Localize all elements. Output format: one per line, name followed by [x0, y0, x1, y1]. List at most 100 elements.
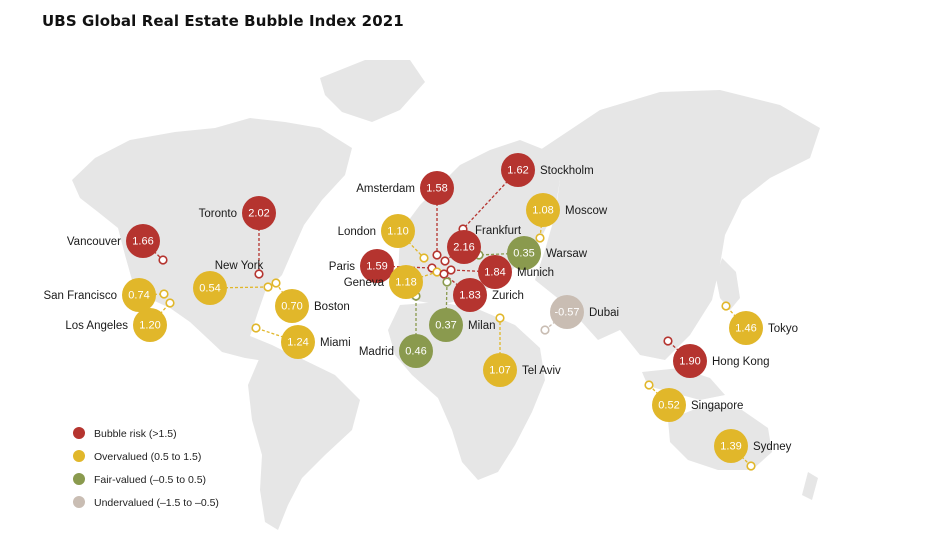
location-marker-tokyo — [721, 301, 731, 311]
location-marker-munich — [446, 265, 456, 275]
bubble-circle — [714, 429, 748, 463]
city-bubble-boston[interactable]: 0.70 Boston — [275, 289, 350, 323]
bubble-value: 1.59 — [366, 261, 387, 273]
legend-item-overvalued: Overvalued (0.5 to 1.5) — [73, 450, 201, 463]
city-markers: 1.66 Vancouver 2.02 Toronto 0.54 New York 0.70… — [43, 153, 798, 471]
location-marker-vancouver — [158, 255, 168, 265]
bubble-circle — [507, 236, 541, 270]
city-label-los-angeles: Los Angeles — [65, 320, 128, 332]
city-bubble-moscow[interactable]: 1.08 Moscow — [526, 193, 608, 227]
bubble-value: 0.52 — [658, 400, 679, 412]
bubble-circle — [483, 353, 517, 387]
city-bubble-miami[interactable]: 1.24 Miami — [281, 325, 351, 359]
city-bubble-vancouver[interactable]: 1.66 Vancouver — [67, 224, 160, 258]
bubble-circle — [399, 334, 433, 368]
city-bubble-stockholm[interactable]: 1.62 Stockholm — [501, 153, 594, 187]
city-bubble-milan[interactable]: 0.37 Milan — [429, 308, 495, 342]
city-label-sydney: Sydney — [753, 441, 792, 453]
bubble-value: 1.10 — [387, 226, 408, 238]
location-marker-zurich — [439, 269, 449, 279]
city-bubble-geneva[interactable]: 1.18 Geneva — [344, 265, 423, 299]
city-label-tel-aviv: Tel Aviv — [522, 365, 561, 377]
legend-swatch — [73, 427, 85, 439]
city-label-boston: Boston — [314, 301, 350, 313]
city-label-geneva: Geneva — [344, 277, 385, 289]
bubble-value: 1.62 — [507, 165, 528, 177]
bubble-value: 0.46 — [405, 346, 426, 358]
location-marker-toronto — [254, 269, 264, 279]
city-label-san-francisco: San Francisco — [43, 290, 117, 302]
city-bubble-new-york[interactable]: 0.54 New York — [193, 260, 264, 305]
location-marker-hong-kong — [663, 336, 673, 346]
bubble-value: 1.84 — [484, 267, 505, 279]
bubble-value: 0.54 — [199, 283, 220, 295]
bubble-value: 1.90 — [679, 356, 700, 368]
city-label-toronto: Toronto — [199, 208, 237, 220]
japan-shape — [716, 258, 740, 310]
bubble-value: 1.58 — [426, 183, 447, 195]
asia-shape — [535, 90, 820, 360]
bubble-circle — [550, 295, 584, 329]
bubble-value: 1.07 — [489, 365, 510, 377]
city-label-vancouver: Vancouver — [67, 236, 121, 248]
city-bubble-warsaw[interactable]: 0.35 Warsaw — [507, 236, 588, 270]
bubble-value: 1.08 — [532, 205, 553, 217]
bubble-circle — [122, 278, 156, 312]
city-label-milan: Milan — [468, 320, 495, 332]
bubble-value: 1.18 — [395, 277, 416, 289]
location-marker-milan — [442, 277, 452, 287]
city-bubble-los-angeles[interactable]: 1.20 Los Angeles — [65, 308, 167, 342]
city-bubble-toronto[interactable]: 2.02 Toronto — [199, 196, 276, 230]
legend-label: Fair-valued (–0.5 to 0.5) — [94, 474, 206, 486]
city-bubble-amsterdam[interactable]: 1.58 Amsterdam — [356, 171, 454, 205]
greenland-shape — [320, 60, 425, 122]
city-bubble-sydney[interactable]: 1.39 Sydney — [714, 429, 792, 463]
bubble-circle — [526, 193, 560, 227]
legend-label: Undervalued (–1.5 to –0.5) — [94, 497, 219, 509]
location-marker-london — [419, 253, 429, 263]
city-bubble-zurich[interactable]: 1.83 Zurich — [453, 278, 524, 312]
city-bubble-paris[interactable]: 1.59 Paris — [329, 249, 394, 283]
city-bubble-hong-kong[interactable]: 1.90 Hong Kong — [673, 344, 770, 378]
bubble-circle — [281, 325, 315, 359]
bubble-value: 2.16 — [453, 242, 474, 254]
map-title: UBS Global Real Estate Bubble Index 2021 — [42, 12, 404, 30]
city-label-stockholm: Stockholm — [540, 165, 594, 177]
bubble-circle — [447, 230, 481, 264]
legend-item-undervalued: Undervalued (–1.5 to –0.5) — [73, 496, 219, 509]
north-america-shape — [72, 118, 352, 362]
legend-label: Bubble risk (>1.5) — [94, 428, 177, 440]
bubble-circle — [389, 265, 423, 299]
location-marker-dubai — [540, 325, 550, 335]
bubble-circle — [429, 308, 463, 342]
location-marker-amsterdam — [432, 250, 442, 260]
city-label-warsaw: Warsaw — [546, 248, 588, 260]
location-marker-san-francisco — [159, 289, 169, 299]
location-marker-frankfurt — [440, 256, 450, 266]
bubble-circle — [360, 249, 394, 283]
city-label-madrid: Madrid — [359, 346, 394, 358]
city-bubble-tel-aviv[interactable]: 1.07 Tel Aviv — [483, 353, 561, 387]
location-marker-singapore — [644, 380, 654, 390]
city-label-amsterdam: Amsterdam — [356, 183, 415, 195]
bubble-value: 0.37 — [435, 320, 456, 332]
location-marker-los-angeles — [165, 298, 175, 308]
city-bubble-san-francisco[interactable]: 0.74 San Francisco — [43, 278, 156, 312]
city-label-tokyo: Tokyo — [768, 323, 798, 335]
city-bubble-dubai[interactable]: -0.57 Dubai — [550, 295, 619, 329]
bubble-circle — [673, 344, 707, 378]
city-bubble-munich[interactable]: 1.84 Munich — [478, 255, 554, 289]
city-label-singapore: Singapore — [691, 400, 743, 412]
city-label-dubai: Dubai — [589, 307, 619, 319]
city-bubble-tokyo[interactable]: 1.46 Tokyo — [729, 311, 798, 345]
city-bubble-london[interactable]: 1.10 London — [338, 214, 415, 248]
bubble-value: 2.02 — [248, 208, 269, 220]
city-bubble-singapore[interactable]: 0.52 Singapore — [652, 388, 743, 422]
city-bubble-madrid[interactable]: 0.46 Madrid — [359, 334, 433, 368]
south-america-shape — [248, 352, 360, 530]
bubble-circle — [133, 308, 167, 342]
city-label-zurich: Zurich — [492, 290, 524, 302]
city-label-paris: Paris — [329, 261, 355, 273]
